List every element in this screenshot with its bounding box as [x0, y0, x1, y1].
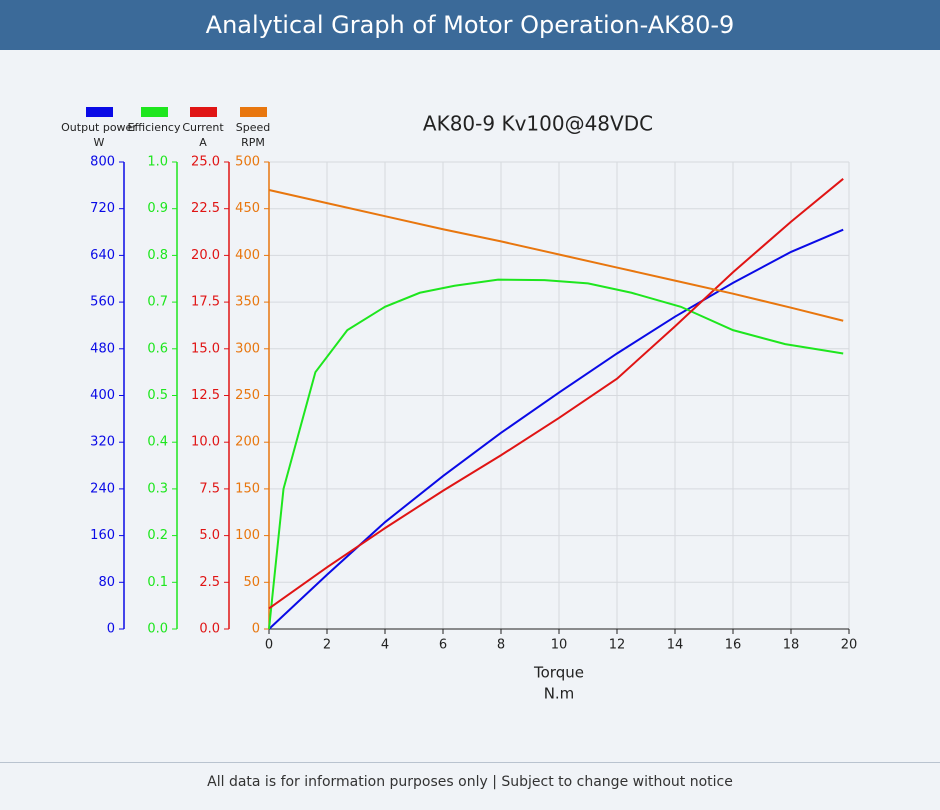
series-line [268, 178, 844, 610]
chart: AK80-9 Kv100@48VDC Torque N.m 0 2 4 6 8 10 12 1… [61, 107, 858, 703]
legend-unit: W [94, 136, 105, 149]
y-tick-label: 0.8 [147, 248, 168, 263]
y-tick-label: 150 [235, 481, 260, 496]
legend-label: Output power [61, 121, 137, 134]
y-tick-label: 10.0 [191, 435, 220, 450]
y-tick-label: 160 [90, 528, 115, 543]
legend-swatch [190, 107, 217, 117]
x-tick-label: 16 [725, 638, 742, 653]
y-tick-label: 15.0 [191, 341, 220, 356]
y-tick-label: 450 [235, 201, 260, 216]
y-tick-label: 400 [235, 248, 260, 263]
y-tick-label: 800 [90, 155, 115, 170]
y-tick-label: 720 [90, 201, 115, 216]
legend-label: Current [182, 121, 224, 134]
y-tick-label: 0.3 [147, 481, 168, 496]
y-tick-label: 400 [90, 388, 115, 403]
y-tick-label: 0.5 [147, 388, 168, 403]
y-tick-label: 0.1 [147, 575, 168, 590]
footer-text: All data is for information purposes onl… [0, 762, 940, 810]
y-tick-label: 0.7 [147, 295, 168, 310]
x-tick-label: 10 [551, 638, 568, 653]
x-tick-label: 6 [439, 638, 447, 653]
y-tick-label: 2.5 [199, 575, 220, 590]
x-tick-label: 0 [265, 638, 273, 653]
x-axis-unit: N.m [544, 685, 575, 703]
y-tick-label: 320 [90, 435, 115, 450]
y-tick-label: 300 [235, 341, 260, 356]
y-tick-label: 5.0 [199, 528, 220, 543]
y-tick-label: 500 [235, 155, 260, 170]
series-line [268, 189, 844, 322]
y-tick-label: 7.5 [199, 481, 220, 496]
chart-title: AK80-9 Kv100@48VDC [423, 112, 653, 136]
y-tick-label: 560 [90, 295, 115, 310]
y-tick-label: 22.5 [191, 201, 220, 216]
x-tick-label: 14 [667, 638, 684, 653]
legend-swatch [240, 107, 267, 117]
y-tick-label: 0.4 [147, 435, 168, 450]
header-title: Analytical Graph of Motor Operation-AK80… [0, 0, 940, 50]
y-tick-label: 0.0 [199, 622, 220, 637]
y-tick-label: 80 [98, 575, 115, 590]
x-tick-label: 20 [841, 638, 858, 653]
y-tick-label: 250 [235, 388, 260, 403]
y-tick-label: 17.5 [191, 295, 220, 310]
x-tick-label: 8 [497, 638, 505, 653]
y-tick-label: 12.5 [191, 388, 220, 403]
y-tick-label: 0.6 [147, 341, 168, 356]
y-tick-label: 0.0 [147, 622, 168, 637]
x-axis-label: Torque [533, 664, 584, 682]
legend-swatch [86, 107, 113, 117]
y-tick-label: 100 [235, 528, 260, 543]
legend-unit: A [199, 136, 207, 149]
y-tick-label: 240 [90, 481, 115, 496]
legend-swatch [141, 107, 168, 117]
series-line [268, 228, 844, 630]
y-tick-label: 1.0 [147, 155, 168, 170]
y-tick-label: 25.0 [191, 155, 220, 170]
legend-label: Speed [236, 121, 270, 134]
x-tick-label: 4 [381, 638, 389, 653]
y-tick-label: 20.0 [191, 248, 220, 263]
x-tick-label: 2 [323, 638, 331, 653]
series-line [268, 278, 844, 630]
x-tick-label: 18 [783, 638, 800, 653]
y-tick-label: 0 [107, 622, 115, 637]
legend-label: Efficiency [128, 121, 181, 134]
legend-unit: RPM [241, 136, 265, 149]
y-tick-label: 200 [235, 435, 260, 450]
y-tick-label: 640 [90, 248, 115, 263]
x-tick-label: 12 [609, 638, 626, 653]
y-tick-label: 0.9 [147, 201, 168, 216]
y-tick-label: 350 [235, 295, 260, 310]
y-tick-label: 50 [243, 575, 260, 590]
y-tick-label: 0.2 [147, 528, 168, 543]
y-tick-label: 480 [90, 341, 115, 356]
y-tick-label: 0 [252, 622, 260, 637]
